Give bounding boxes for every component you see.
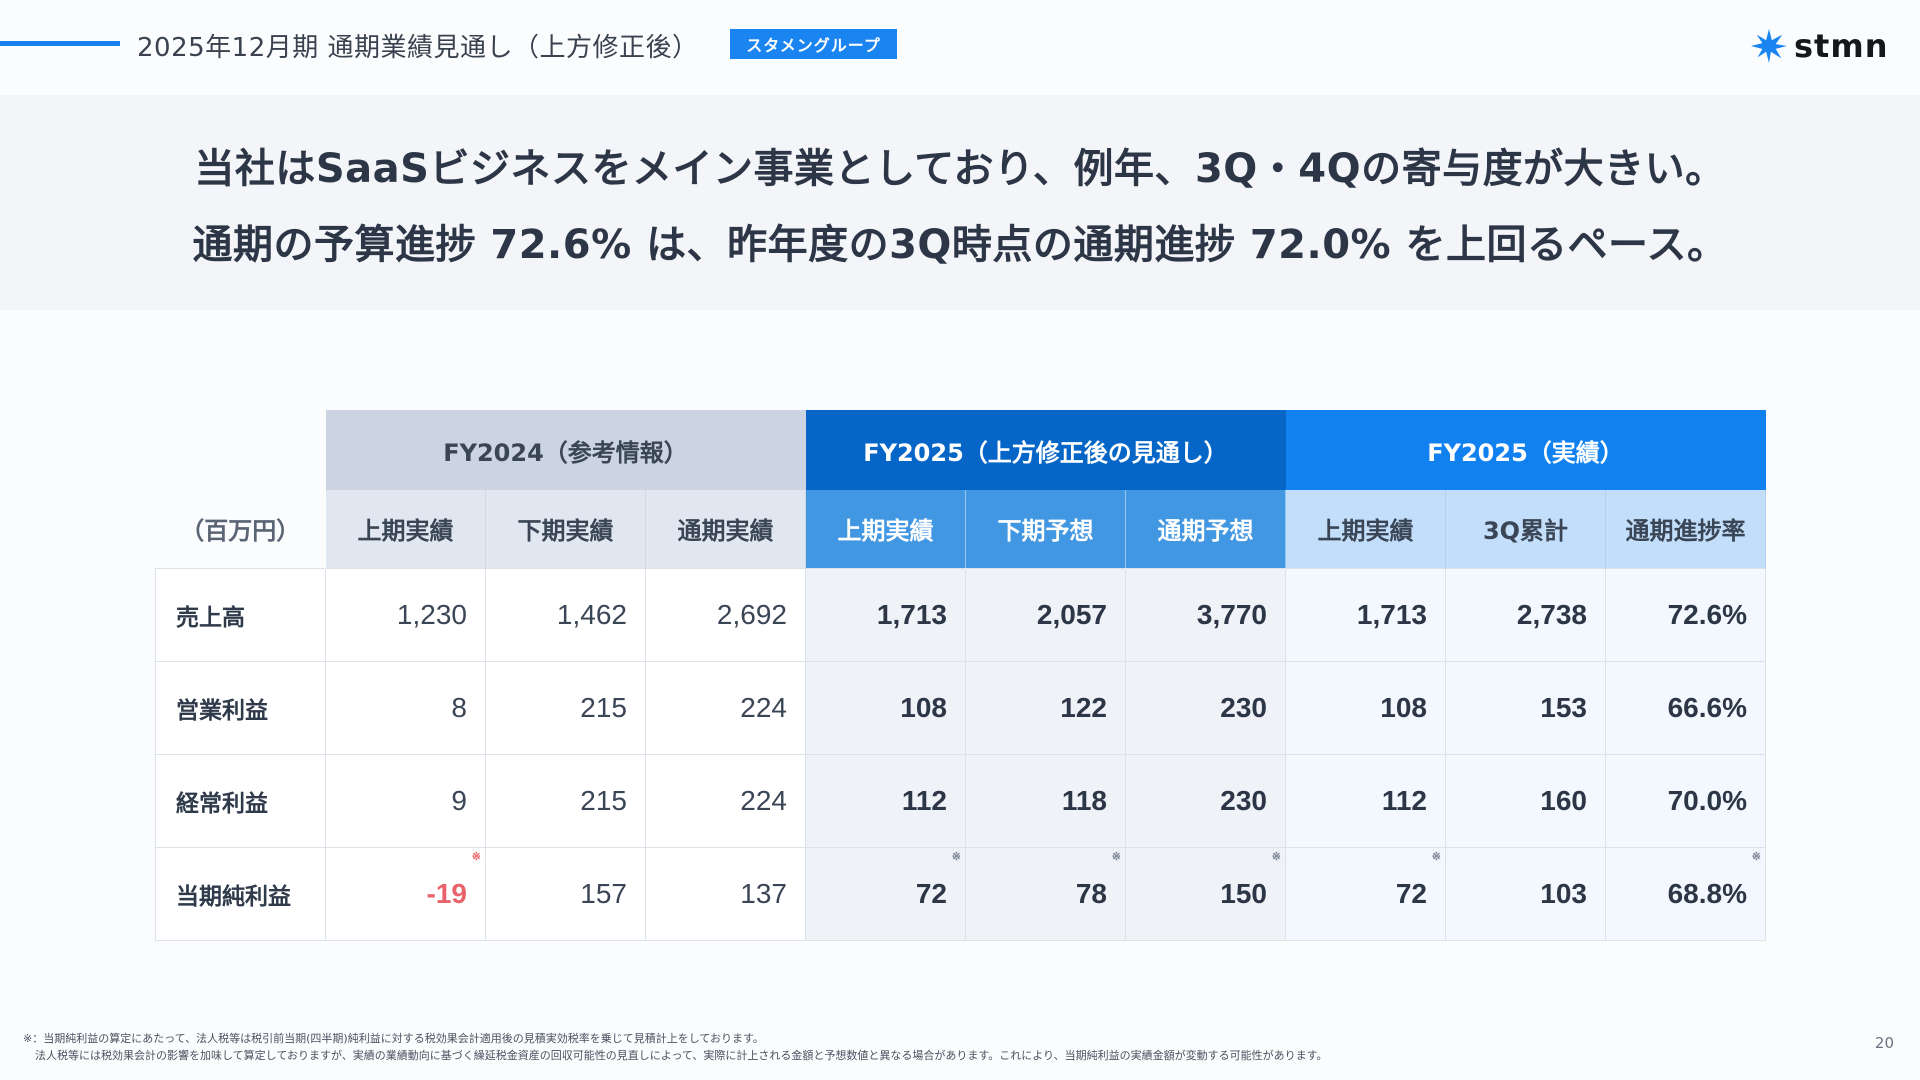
table-cell: 160: [1445, 753, 1606, 848]
table-cell: 1,713: [805, 567, 966, 662]
table-cell: 2,692: [645, 567, 806, 662]
column-header-row: （百万円） 上期実績 下期実績 通期実績 上期実績 下期予想 通期予想 上期実績…: [155, 490, 1766, 568]
table-cell: 2,738: [1445, 567, 1606, 662]
row-label: 当期純利益: [155, 846, 326, 941]
row-label: 売上高: [155, 567, 326, 662]
table-cell: 1,230: [325, 567, 486, 662]
table-cell: 230: [1125, 660, 1286, 755]
column-header: 下期実績: [485, 490, 646, 568]
company-logo: stmn: [1750, 26, 1888, 66]
row-label: 営業利益: [155, 660, 326, 755]
headline-line-1: 当社はSaaSビジネスをメイン事業としており、例年、3Q・4Qの寄与度が大きい。: [194, 145, 1726, 192]
table-cell: 153: [1445, 660, 1606, 755]
unit-label: （百万円）: [155, 490, 326, 568]
note-mark: ※: [951, 850, 961, 863]
table-cell: 1,462: [485, 567, 646, 662]
table-cell: ※ 72: [805, 846, 966, 941]
note-mark: ※: [1431, 850, 1441, 863]
footnote-line-2: 法人税等には税効果会計の影響を加味して算定しておりますが、実績の業績動向に基づく…: [35, 1049, 1328, 1062]
table-row-ordinary-income: 経常利益 9 215 224 112 118 230 112 160 70.0%: [155, 753, 1766, 848]
table-cell: 112: [805, 753, 966, 848]
table-cell: 112: [1285, 753, 1446, 848]
note-mark: ※: [1111, 850, 1121, 863]
footnote-line-1: ※：当期純利益の算定にあたって、法人税等は税引前当期(四半期)純利益に対する税効…: [23, 1032, 764, 1045]
table-cell: ※ 78: [965, 846, 1126, 941]
logo-text: stmn: [1794, 27, 1889, 65]
table-cell: 9: [325, 753, 486, 848]
headline-band: 当社はSaaSビジネスをメイン事業としており、例年、3Q・4Qの寄与度が大きい。…: [0, 95, 1920, 310]
accent-line: [0, 41, 120, 46]
group-header-fy2025-actual: FY2025（実績）: [1285, 410, 1766, 490]
table-cell: 157: [485, 846, 646, 941]
table-cell: 3,770: [1125, 567, 1286, 662]
table-cell: ※ 72: [1285, 846, 1446, 941]
note-mark: ※: [471, 850, 481, 863]
table-cell: 108: [1285, 660, 1446, 755]
table-row-net-income: 当期純利益 ※ -19 157 137 ※ 72 ※ 78 ※ 150 ※ 72 103 …: [155, 846, 1766, 941]
column-header: 通期実績: [645, 490, 806, 568]
table-row-operating-income: 営業利益 8 215 224 108 122 230 108 153 66.6%: [155, 660, 1766, 755]
column-header: 通期進捗率: [1605, 490, 1766, 568]
group-badge: スタメングループ: [730, 29, 897, 59]
table-cell: 1,713: [1285, 567, 1446, 662]
table-cell: 108: [805, 660, 966, 755]
page-title: 2025年12月期 通期業績見通し（上方修正後）: [137, 33, 699, 63]
cell-value: 68.8%: [1667, 877, 1747, 909]
cell-value: 150: [1220, 877, 1267, 909]
footnote: ※：当期純利益の算定にあたって、法人税等は税引前当期(四半期)純利益に対する税効…: [23, 1030, 1328, 1064]
table-cell: 137: [645, 846, 806, 941]
table-cell: 103: [1445, 846, 1606, 941]
empty-corner: [156, 410, 326, 490]
table-cell: 72.6%: [1605, 567, 1766, 662]
cell-value: 78: [1075, 877, 1107, 909]
column-header: 3Q累計: [1445, 490, 1606, 568]
note-mark: ※: [1751, 850, 1761, 863]
table-cell: 118: [965, 753, 1126, 848]
table-cell: 2,057: [965, 567, 1126, 662]
cell-value: 72: [915, 877, 947, 909]
column-header: 上期実績: [1285, 490, 1446, 568]
group-header-fy2024: FY2024（参考情報）: [325, 410, 806, 490]
star-burst-icon: [1750, 28, 1788, 64]
table-cell: ※ 68.8%: [1605, 846, 1766, 941]
table-cell: 8: [325, 660, 486, 755]
group-header-fy2025-forecast: FY2025（上方修正後の見通し）: [805, 410, 1286, 490]
table-cell: 215: [485, 660, 646, 755]
column-header: 下期予想: [965, 490, 1126, 568]
table-cell: 70.0%: [1605, 753, 1766, 848]
table-cell-negative: ※ -19: [325, 846, 486, 941]
table-cell: 224: [645, 753, 806, 848]
table-cell: 66.6%: [1605, 660, 1766, 755]
table-row-revenue: 売上高 1,230 1,462 2,692 1,713 2,057 3,770 …: [155, 567, 1766, 662]
table-cell: 230: [1125, 753, 1286, 848]
cell-value: 72: [1395, 877, 1427, 909]
table-cell: 224: [645, 660, 806, 755]
column-header: 上期実績: [805, 490, 966, 568]
note-mark: ※: [1271, 850, 1281, 863]
row-label: 経常利益: [155, 753, 326, 848]
table-cell: ※ 150: [1125, 846, 1286, 941]
headline-line-2: 通期の予算進捗 72.6% は、昨年度の3Q時点の通期進捗 72.0% を上回る…: [192, 221, 1728, 268]
table-cell: 215: [485, 753, 646, 848]
column-header: 上期実績: [325, 490, 486, 568]
financial-forecast-table: FY2024（参考情報） FY2025（上方修正後の見通し） FY2025（実績…: [155, 410, 1766, 941]
cell-value: -19: [426, 877, 467, 909]
column-header: 通期予想: [1125, 490, 1286, 568]
page-number: 20: [1874, 1034, 1894, 1052]
group-header-row: FY2024（参考情報） FY2025（上方修正後の見通し） FY2025（実績…: [156, 410, 1766, 490]
table-cell: 122: [965, 660, 1126, 755]
